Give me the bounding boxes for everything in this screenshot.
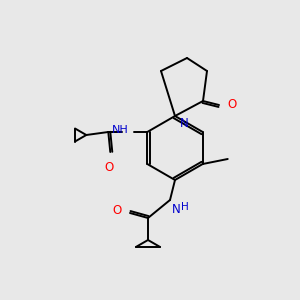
Text: O: O — [105, 161, 114, 174]
Text: N: N — [180, 117, 189, 130]
Text: N: N — [172, 203, 181, 216]
Text: NH: NH — [112, 125, 128, 135]
Text: O: O — [113, 203, 122, 217]
Text: H: H — [181, 202, 189, 212]
Text: O: O — [227, 98, 236, 110]
